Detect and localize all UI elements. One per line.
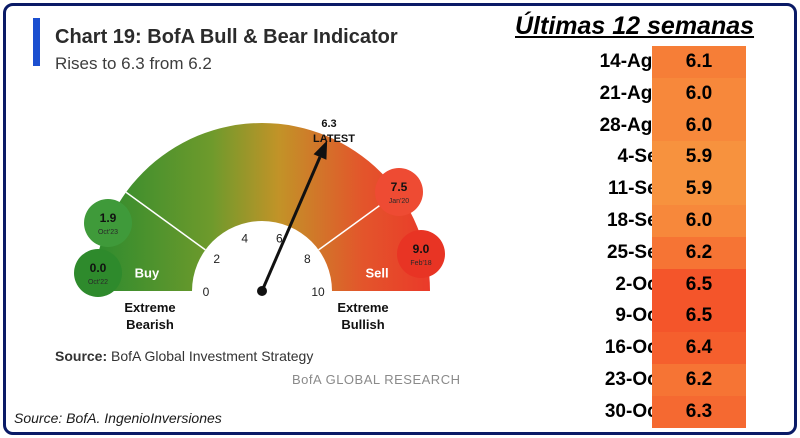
needle-line (260, 156, 322, 292)
extreme-bearish-line1: Extreme (124, 300, 175, 315)
week-value: 6.3 (652, 395, 746, 428)
week-date: 18-Set (606, 210, 664, 231)
gauge-arc (94, 123, 430, 291)
extreme-bullish-line2: Bullish (341, 317, 384, 332)
zone-label-sell: Sell (366, 266, 389, 281)
week-date: 23-Oct (604, 369, 664, 390)
week-value: 6.1 (652, 46, 746, 78)
week-value: 5.9 (652, 141, 746, 174)
week-value: 6.2 (652, 364, 746, 396)
week-value: 6.0 (652, 109, 746, 142)
history-marker (74, 249, 122, 297)
brand-text: BofA GLOBAL RESEARCH (292, 372, 461, 387)
table-row: 9-Oct 6.5 (520, 300, 782, 333)
latest-value: 6.3 (321, 118, 336, 130)
history-marker-date: Oct'22 (88, 279, 108, 286)
chart-title: Chart 19: BofA Bull & Bear Indicator (55, 26, 398, 48)
history-marker-date: Feb'18 (410, 260, 431, 267)
tick-label: 2 (213, 252, 220, 266)
week-date: 21-Ago (599, 82, 664, 104)
latest-tag: LATEST (313, 133, 355, 145)
source-line: Source: BofA Global Investment Strategy (55, 348, 313, 364)
extreme-bullish-line1: Extreme (337, 300, 388, 315)
history-marker-value: 0.0 (90, 261, 107, 275)
week-date: 11-Set (608, 178, 664, 200)
tick-label: 10 (311, 285, 325, 299)
image-frame (3, 3, 797, 435)
chart-subtitle: Rises to 6.3 from 6.2 (55, 54, 212, 73)
table-row: 21-Ago 6.0 (520, 77, 782, 110)
week-date: 28-Ago (599, 114, 664, 136)
week-value: 5.9 (652, 173, 746, 205)
week-value: 6.4 (652, 332, 746, 364)
week-date: 25-Set (606, 241, 664, 263)
footnote: Source: BofA. IngenioInversiones (14, 410, 222, 426)
tick-label: 0 (203, 285, 210, 299)
history-marker-value: 7.5 (391, 180, 408, 194)
title-accent-bar (33, 18, 40, 66)
week-value: 6.5 (652, 268, 746, 301)
week-date: 9-Oct (615, 305, 664, 327)
week-date: 30-Oct (604, 400, 664, 422)
table-row: 4-Set 5.9 (520, 141, 782, 174)
table-row: 16-Oct 6.4 (520, 332, 782, 364)
tick-label: 6 (276, 232, 283, 246)
week-date: 16-Oct (604, 337, 664, 359)
history-marker (84, 199, 132, 247)
zone-label-buy: Buy (135, 266, 160, 281)
table-row: 18-Set 6.0 (520, 205, 782, 237)
table-row: 14-Ago 6.1 (520, 46, 782, 78)
week-value: 6.2 (652, 236, 746, 269)
table-row: 23-Oct 6.2 (520, 364, 782, 396)
week-value: 6.0 (652, 77, 746, 110)
history-marker-value: 1.9 (100, 211, 117, 225)
history-marker-value: 9.0 (413, 242, 430, 256)
week-value: 6.5 (652, 300, 746, 333)
table-row: 30-Oct 6.3 (520, 395, 782, 428)
tick-label: 4 (241, 232, 248, 246)
zone-divider-buy (125, 191, 206, 251)
needle-head (313, 140, 328, 160)
history-marker (397, 230, 445, 278)
week-date: 14-Ago (599, 51, 664, 72)
table-row: 2-Oct 6.5 (520, 268, 782, 301)
source-text: BofA Global Investment Strategy (107, 348, 314, 364)
gauge-chart: Buy Sell 0 2 4 6 8 10 Extreme Bearish Extreme Bull… (74, 118, 445, 332)
source-prefix: Source: (55, 348, 108, 364)
table-title: Últimas 12 semanas (515, 12, 755, 40)
table-row: 28-Ago 6.0 (520, 109, 782, 142)
needle-pivot (257, 286, 267, 296)
table-row: 25-Set 6.2 (520, 236, 782, 269)
history-marker (375, 168, 423, 216)
history-marker-date: Oct'23 (98, 229, 118, 236)
week-date: 2-Oct (615, 273, 664, 295)
history-marker-date: Jan'20 (389, 198, 410, 205)
tick-label: 8 (304, 252, 311, 266)
table-row: 11-Set 5.9 (520, 173, 782, 205)
week-value: 6.0 (652, 205, 746, 237)
extreme-bearish-line2: Bearish (126, 317, 174, 332)
